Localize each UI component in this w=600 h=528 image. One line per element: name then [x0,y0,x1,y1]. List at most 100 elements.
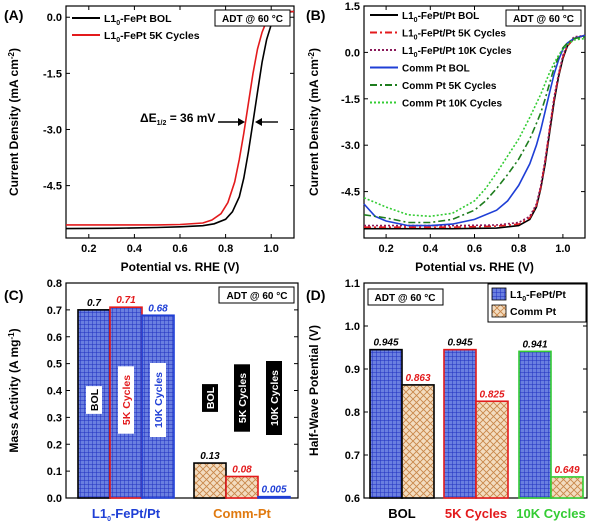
legend-swatch [491,304,507,318]
bar-tag-label: BOL [89,388,101,411]
badge-text: ADT @ 60 °C [222,14,283,25]
category-label: 5K Cycles [445,506,507,521]
bar [369,348,403,499]
x-tick-label: 0.8 [218,243,233,255]
legend-label: L10-FePt/Pt 5K Cycles [402,29,506,42]
bar-value-label: 0.945 [373,338,398,349]
y-tick-label: -4.5 [341,187,360,199]
y-tick-label: 1.1 [345,278,360,290]
badge-box [214,9,291,27]
x-tick-label: 0.2 [81,243,96,255]
y-tick-label: 0.2 [47,439,62,451]
x-tick-label: 0.2 [378,243,393,255]
legend-label: L10-FePt/Pt BOL [402,11,479,24]
badge-text: ADT @ 60 °C [375,293,436,304]
y-tick-label: 0.8 [345,407,360,419]
y-tick-label: 0.3 [47,412,62,424]
y-tick-label: 0.8 [47,278,62,290]
y-tick-label: 0.9 [345,364,360,376]
bar-value-label: 0.71 [116,295,136,306]
group-label: Comm-Pt [213,506,271,521]
bar-tag-label: BOL [205,386,217,409]
y-tick-label: 0.6 [345,493,360,505]
panel-C: 0.0 0.1 0.2 0.3 0.4 0.5 0.6 0.7 0.8 Mass Activity… [4,278,299,523]
y-tick-label: 1.0 [345,321,360,333]
x-axis-label: Potential vs. RHE (V) [121,260,240,274]
bar-tag-label: 5K Cycles [237,373,249,423]
group-label: L10-FePt/Pt [92,506,161,523]
panel-label: (C) [4,287,23,303]
bar-value-label: 0.945 [447,338,472,349]
x-tick-label: 0.8 [511,243,526,255]
panel-label: (A) [4,7,23,23]
annotation-arrow-head [238,118,245,126]
legend-label: L10-FePt/Pt [510,289,566,303]
bar-value-label: 0.863 [405,373,430,384]
x-tick-label: 1.0 [264,243,279,255]
bar [475,400,509,499]
bar-tag-box [266,361,282,435]
bar-tag-box [118,366,134,434]
legend-label: L10-FePt BOL [104,13,172,27]
bar-value-label: 0.941 [522,339,547,350]
y-tick-label: 0.4 [47,386,63,398]
x-tick-label: 0.6 [172,243,187,255]
y-tick-label: -3.0 [341,140,360,152]
bar [518,350,552,499]
x-axis-label: Potential vs. RHE (V) [415,260,534,274]
annotation-delta-e: ΔE1/2 = 36 mV [140,111,215,127]
bar-tag-label: 10K Cycles [153,372,165,428]
legend-swatch [491,287,507,301]
y-axis-label: Half-Wave Potential (V) [307,325,321,456]
legend-label: Comm Pt 5K Cycles [402,81,497,92]
bar-tag-box [234,364,250,432]
legend-label: Comm Pt [510,306,557,318]
series-line-4 [363,36,586,224]
bar-value-label: 0.68 [148,303,168,314]
y-tick-label: 0.0 [345,47,360,59]
bar-value-label: 0.7 [87,298,101,309]
y-axis-label: Current Density (mA cm-2) [7,48,21,196]
y-axis-label: Current Density (mA cm-2) [307,48,321,196]
y-tick-label: 1.5 [345,1,360,13]
badge-text: ADT @ 60 °C [227,291,288,302]
panel-B: 0.2 0.4 0.6 0.8 1.0 1.5 0.0 -1.5 -3.0 -4.5 Potenti… [306,1,586,274]
bar-value-label: 0.08 [232,465,252,476]
panel-label: (D) [306,287,325,303]
panel-D: 0.6 0.7 0.8 0.9 1.0 1.1 Half-Wave Potential (V… [306,278,588,521]
bar-value-label: 0.005 [261,485,286,496]
series-line-2 [364,34,586,227]
y-tick-label: -4.5 [43,181,62,193]
y-tick-label: 0.7 [47,305,62,317]
legend-label: Comm Pt BOL [402,64,470,75]
bar [257,495,291,499]
y-tick-label: 0.7 [345,450,360,462]
series-line-0 [364,34,586,230]
category-label: 10K Cycles [516,506,585,521]
bar-tag-box [202,384,218,412]
series-line-1 [364,34,586,228]
bar [443,348,477,499]
y-tick-label: -3.0 [43,124,62,136]
y-tick-label: 0.6 [47,332,62,344]
bar-value-label: 0.649 [554,465,579,476]
annotation-arrow-head [255,118,262,126]
y-tick-label: -1.5 [341,94,360,106]
panel-A: 0.2 0.4 0.6 0.8 1.0 0.0 -1.5 -3.0 -4.5 Potential … [4,5,295,274]
badge-box [218,286,295,304]
badge-text: ADT @ 60 °C [513,14,574,25]
x-tick-label: 0.4 [423,243,439,255]
series-line-5 [363,37,586,218]
bar [401,384,435,499]
y-tick-label: 0.0 [47,493,62,505]
x-tick-label: 1.0 [555,243,570,255]
badge-box [505,9,582,27]
bar-value-label: 0.825 [479,389,504,400]
x-tick-label: 0.4 [127,243,143,255]
y-axis-label: Mass Activity (A mg-1) [7,328,21,452]
bar [225,475,259,499]
bar-value-label: 0.13 [200,451,220,462]
bar-tag-label: 5K Cycles [121,375,133,425]
y-tick-label: 0.5 [47,359,62,371]
bar-tag-box [86,386,102,414]
